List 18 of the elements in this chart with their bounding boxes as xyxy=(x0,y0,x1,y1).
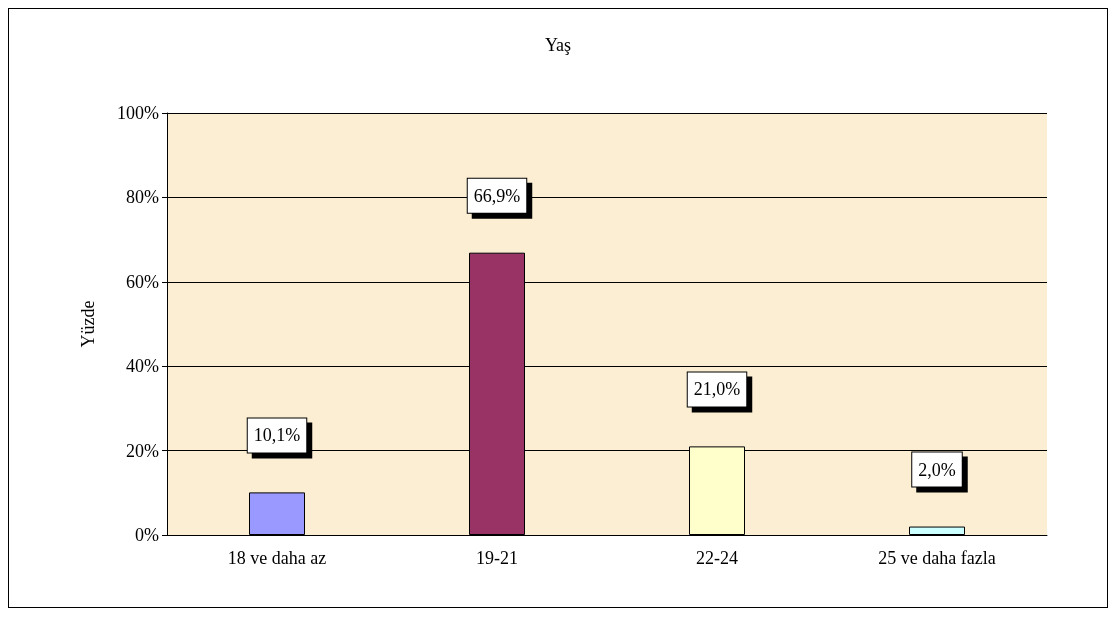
data-label: 66,9% xyxy=(473,185,521,206)
y-axis-title: Yüzde xyxy=(78,300,98,348)
bar xyxy=(909,526,965,535)
x-tick-label: 22-24 xyxy=(696,548,738,568)
x-tick-label: 25 ve daha fazla xyxy=(878,548,996,568)
x-tick-label: 18 ve daha az xyxy=(227,548,327,568)
data-label: 2,0% xyxy=(918,459,956,480)
y-tick-label: 100% xyxy=(117,103,159,123)
x-tick-label: 19-21 xyxy=(476,548,518,568)
data-label: 21,0% xyxy=(693,379,741,400)
chart-title: Yaş xyxy=(544,35,572,55)
y-tick-label: 0% xyxy=(135,525,159,545)
y-tick-label: 60% xyxy=(126,271,159,292)
data-label: 10,1% xyxy=(253,425,301,446)
y-tick-label: 80% xyxy=(126,187,159,208)
y-tick-label: 20% xyxy=(126,440,159,461)
y-tick-label: 40% xyxy=(126,356,159,377)
bar xyxy=(249,492,305,535)
